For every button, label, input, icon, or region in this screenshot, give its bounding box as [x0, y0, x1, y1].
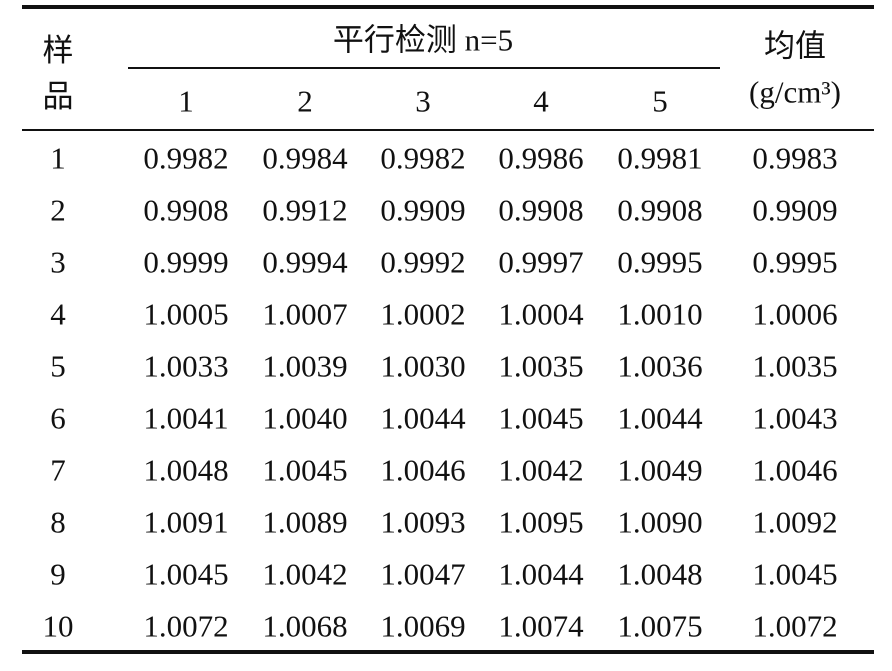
cell: 1.0005	[143, 296, 229, 332]
cell: 1.0044	[617, 400, 703, 436]
sample-id: 2	[50, 192, 66, 228]
sample-header: 样品	[42, 33, 74, 114]
cell: 1.0035	[752, 348, 838, 384]
sample-id: 10	[42, 608, 74, 644]
cell: 1.0045	[498, 400, 584, 436]
cell: 1.0047	[380, 556, 466, 592]
cell: 1.0044	[380, 400, 466, 436]
sample-id: 6	[50, 400, 66, 436]
cell: 1.0092	[752, 504, 838, 540]
cell: 1.0072	[752, 608, 838, 644]
cell: 0.9984	[262, 140, 348, 176]
cell: 1.0068	[262, 608, 348, 644]
cell: 0.9912	[262, 192, 348, 228]
cell: 1.0030	[380, 348, 466, 384]
cell: 1.0042	[262, 556, 348, 592]
cell: 0.9997	[498, 244, 584, 280]
cell: 1.0069	[380, 608, 466, 644]
sample-id: 8	[50, 504, 66, 540]
cell: 1.0007	[262, 296, 348, 332]
header-rule	[22, 129, 874, 131]
bottom-rule	[22, 650, 874, 654]
cell: 1.0036	[617, 348, 703, 384]
cell: 1.0010	[617, 296, 703, 332]
cell: 1.0035	[498, 348, 584, 384]
mean-header: 均值	[764, 28, 826, 64]
top-rule	[22, 5, 874, 9]
cell: 0.9995	[617, 244, 703, 280]
cell: 1.0048	[143, 452, 229, 488]
column-header: 5	[652, 83, 668, 119]
cell: 0.9983	[752, 140, 838, 176]
cell: 1.0040	[262, 400, 348, 436]
unit-header: (g/cm³)	[749, 74, 841, 110]
column-header: 4	[533, 83, 549, 119]
sample-id: 9	[50, 556, 66, 592]
column-header: 1	[178, 83, 194, 119]
cell: 0.9909	[752, 192, 838, 228]
sample-id: 7	[50, 452, 66, 488]
cell: 0.9992	[380, 244, 466, 280]
cell: 1.0089	[262, 504, 348, 540]
cell: 1.0043	[752, 400, 838, 436]
cell: 1.0039	[262, 348, 348, 384]
cell: 1.0091	[143, 504, 229, 540]
cell: 1.0075	[617, 608, 703, 644]
cell: 1.0093	[380, 504, 466, 540]
cell: 1.0041	[143, 400, 229, 436]
cell: 0.9908	[143, 192, 229, 228]
column-header: 3	[415, 83, 431, 119]
cell: 0.9999	[143, 244, 229, 280]
cell: 1.0095	[498, 504, 584, 540]
cell: 1.0044	[498, 556, 584, 592]
cell: 1.0045	[752, 556, 838, 592]
cell: 1.0046	[752, 452, 838, 488]
cell: 0.9909	[380, 192, 466, 228]
cell: 0.9982	[380, 140, 466, 176]
column-header: 2	[297, 83, 313, 119]
cell: 1.0090	[617, 504, 703, 540]
cell: 1.0074	[498, 608, 584, 644]
cell: 1.0072	[143, 608, 229, 644]
cell: 0.9981	[617, 140, 703, 176]
sample-id: 1	[50, 140, 66, 176]
cell: 0.9994	[262, 244, 348, 280]
cell: 1.0045	[143, 556, 229, 592]
cell: 1.0033	[143, 348, 229, 384]
cell: 0.9995	[752, 244, 838, 280]
cell: 1.0042	[498, 452, 584, 488]
cell: 0.9982	[143, 140, 229, 176]
cell: 1.0002	[380, 296, 466, 332]
cell: 0.9908	[498, 192, 584, 228]
cell: 1.0048	[617, 556, 703, 592]
group-rule	[128, 67, 720, 69]
cell: 1.0045	[262, 452, 348, 488]
cell: 1.0004	[498, 296, 584, 332]
cell: 1.0006	[752, 296, 838, 332]
cell: 1.0049	[617, 452, 703, 488]
group-header: 平行检测 n=5	[332, 22, 514, 58]
cell: 0.9908	[617, 192, 703, 228]
sample-id: 3	[50, 244, 66, 280]
cell: 1.0046	[380, 452, 466, 488]
cell: 0.9986	[498, 140, 584, 176]
sample-id: 5	[50, 348, 66, 384]
sample-id: 4	[50, 296, 66, 332]
